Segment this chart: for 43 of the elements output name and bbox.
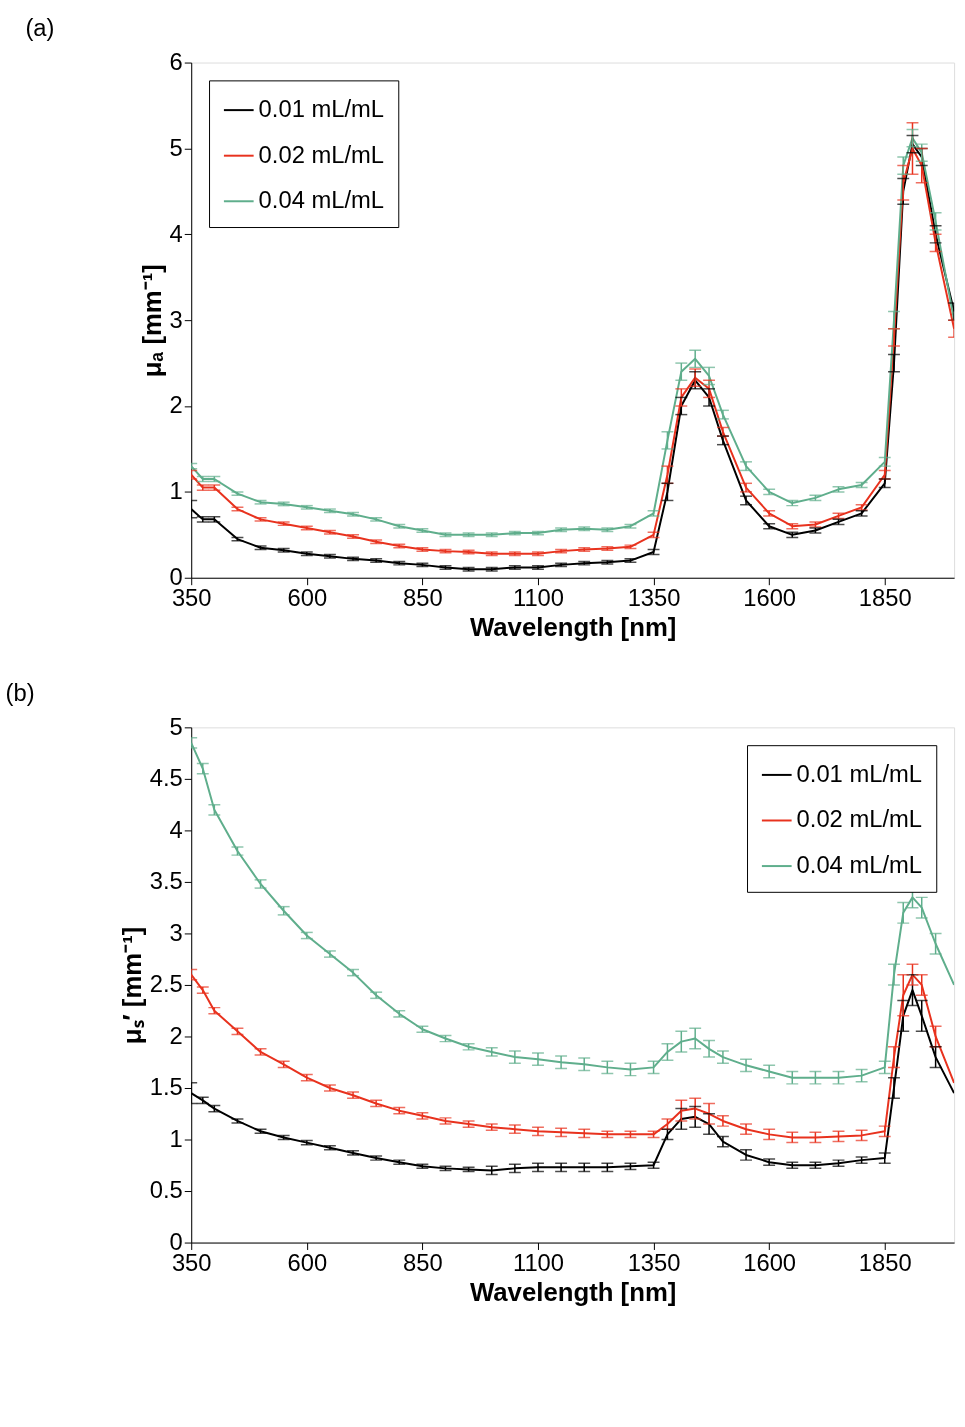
x-tick-label: 1350: [627, 583, 681, 611]
y-axis-title: μₛ′ [mm⁻¹]: [117, 926, 146, 1045]
y-tick-label: 1: [169, 477, 183, 505]
legend-label: 0.04 mL/mL: [796, 851, 923, 878]
y-tick-label: 3: [169, 918, 183, 946]
legend-label: 0.04 mL/mL: [258, 186, 385, 214]
y-tick-label: 2.5: [149, 970, 183, 998]
chart-title: (b): [5, 678, 35, 706]
legend-label: 0.02 mL/mL: [796, 805, 923, 833]
y-tick-label: 1: [169, 1124, 183, 1152]
y-tick-label: 4: [169, 219, 183, 247]
line-series: [191, 741, 955, 1079]
x-tick-label: 600: [287, 1248, 328, 1276]
x-tick-label: 1100: [512, 583, 565, 611]
y-tick-label: 5: [169, 133, 183, 161]
y-tick-label: 0: [169, 1227, 183, 1255]
line-series: [191, 989, 955, 1172]
y-tick-label: 2: [169, 1021, 183, 1049]
x-tick-label: 850: [403, 583, 443, 611]
x-tick-label: 1850: [858, 583, 912, 611]
x-tick-label: 600: [287, 583, 328, 611]
y-tick-label: 2: [169, 391, 183, 419]
x-tick-label: 1850: [858, 1248, 912, 1276]
y-axis-title: μₐ [mm⁻¹]: [137, 264, 166, 378]
x-tick-label: 1350: [627, 1248, 681, 1276]
legend-label: 0.01 mL/mL: [796, 759, 923, 787]
y-tick-label: 0.5: [149, 1176, 183, 1204]
y-tick-label: 1.5: [149, 1073, 183, 1101]
y-tick-label: 4: [169, 815, 183, 843]
x-tick-label: 1600: [743, 583, 797, 611]
y-tick-label: 6: [169, 47, 183, 75]
x-axis-title: Wavelength [nm]: [469, 1277, 677, 1306]
y-tick-label: 5: [169, 712, 183, 740]
y-tick-label: 3: [169, 305, 183, 333]
chart-title: (a): [25, 13, 55, 41]
y-tick-label: 4.5: [149, 764, 183, 792]
legend-label: 0.02 mL/mL: [258, 140, 385, 168]
x-axis-title: Wavelength [nm]: [469, 612, 677, 641]
x-tick-label: 1600: [743, 1248, 797, 1276]
x-tick-label: 1100: [512, 1248, 565, 1276]
x-tick-label: 850: [403, 1248, 443, 1276]
legend-label: 0.01 mL/mL: [258, 95, 385, 123]
y-tick-label: 3.5: [149, 867, 183, 895]
